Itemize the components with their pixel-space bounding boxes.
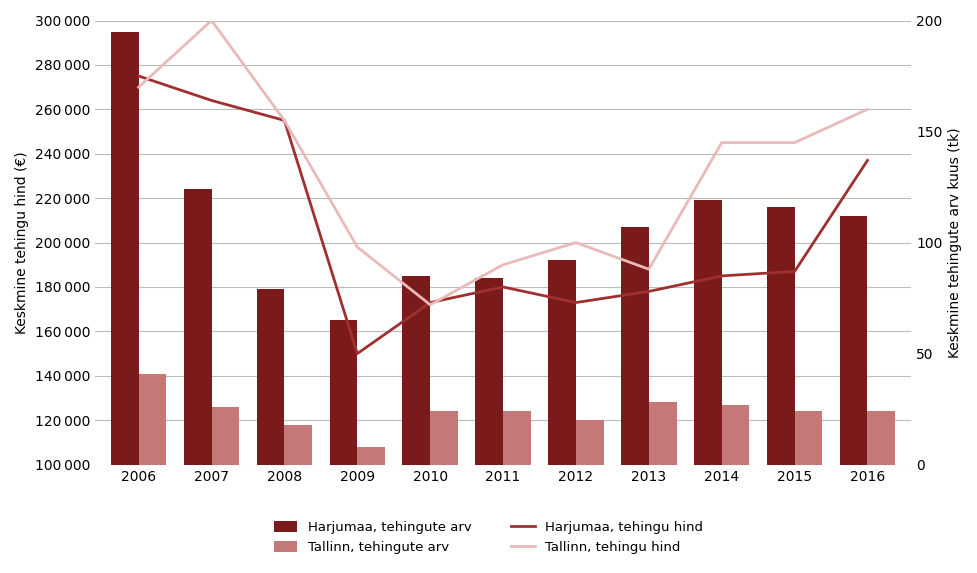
- Harjumaa, tehingu hind: [133, 73, 145, 80]
- Bar: [794, 411, 823, 573]
- Harjumaa, tehingu hind: [862, 157, 873, 164]
- Tallinn, tehingu hind: [206, 17, 218, 24]
- Bar: [767, 207, 794, 573]
- Tallinn, tehingu hind: [424, 301, 436, 308]
- Bar: [621, 227, 649, 573]
- Harjumaa, tehingu hind: [497, 284, 509, 291]
- Y-axis label: Keskmine tehingu hind (€): Keskmine tehingu hind (€): [15, 151, 29, 334]
- Bar: [257, 289, 284, 573]
- Bar: [184, 189, 212, 573]
- Tallinn, tehingu hind: [571, 239, 582, 246]
- Tallinn, tehingu hind: [278, 117, 290, 124]
- Bar: [649, 402, 676, 573]
- Harjumaa, tehingu hind: [643, 288, 655, 295]
- Bar: [329, 320, 358, 573]
- Harjumaa, tehingu hind: [571, 299, 582, 306]
- Bar: [548, 260, 576, 573]
- Bar: [403, 276, 430, 573]
- Bar: [503, 411, 531, 573]
- Bar: [840, 216, 868, 573]
- Bar: [212, 407, 239, 573]
- Bar: [722, 405, 749, 573]
- Bar: [576, 420, 604, 573]
- Bar: [868, 411, 895, 573]
- Bar: [139, 374, 166, 573]
- Bar: [358, 447, 385, 573]
- Tallinn, tehingu hind: [788, 139, 800, 146]
- Bar: [284, 425, 312, 573]
- Y-axis label: Keskmine tehingute arv kuus (tk): Keskmine tehingute arv kuus (tk): [948, 127, 962, 358]
- Harjumaa, tehingu hind: [716, 272, 728, 279]
- Harjumaa, tehingu hind: [424, 299, 436, 306]
- Legend: Harjumaa, tehingute arv, Tallinn, tehingute arv, Harjumaa, tehingu hind, Tallinn: Harjumaa, tehingute arv, Tallinn, tehing…: [267, 514, 710, 560]
- Tallinn, tehingu hind: [352, 244, 363, 250]
- Tallinn, tehingu hind: [497, 261, 509, 268]
- Bar: [694, 201, 722, 573]
- Bar: [111, 32, 139, 573]
- Tallinn, tehingu hind: [716, 139, 728, 146]
- Harjumaa, tehingu hind: [352, 350, 363, 357]
- Harjumaa, tehingu hind: [206, 97, 218, 104]
- Harjumaa, tehingu hind: [788, 268, 800, 275]
- Tallinn, tehingu hind: [862, 106, 873, 113]
- Line: Harjumaa, tehingu hind: Harjumaa, tehingu hind: [139, 76, 868, 354]
- Bar: [430, 411, 458, 573]
- Line: Tallinn, tehingu hind: Tallinn, tehingu hind: [139, 21, 868, 305]
- Bar: [476, 278, 503, 573]
- Harjumaa, tehingu hind: [278, 117, 290, 124]
- Tallinn, tehingu hind: [643, 266, 655, 273]
- Tallinn, tehingu hind: [133, 84, 145, 91]
